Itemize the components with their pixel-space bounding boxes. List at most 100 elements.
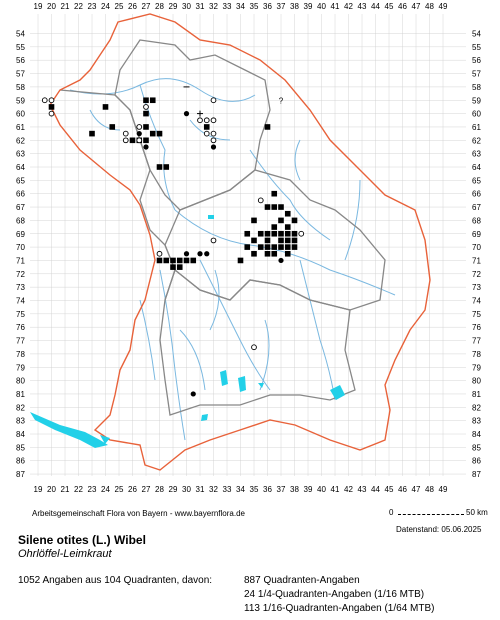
y-label-left: 81 bbox=[16, 390, 25, 399]
record-square-marker bbox=[237, 257, 244, 264]
record-square-marker bbox=[48, 104, 55, 110]
record-square-marker bbox=[291, 230, 298, 237]
record-square-marker bbox=[251, 217, 257, 224]
grid-x-labels-top: 19 20 21 22 23 24 25 26 27 28 29 30 31 32 33 34 35 36 37 38… bbox=[34, 2, 448, 11]
record-dot-marker bbox=[190, 391, 196, 397]
y-label-right: 69 bbox=[472, 230, 481, 239]
state-border bbox=[49, 13, 431, 471]
x-label-bottom: 41 bbox=[331, 485, 340, 494]
record-circle-marker bbox=[156, 250, 163, 257]
record-square-marker bbox=[244, 244, 251, 250]
lakes bbox=[30, 215, 345, 448]
record-circle-marker bbox=[210, 137, 217, 144]
x-label-top: 38 bbox=[290, 2, 299, 11]
x-label-bottom: 29 bbox=[169, 485, 178, 494]
record-square-marker bbox=[264, 124, 271, 130]
record-dot-marker bbox=[210, 144, 217, 150]
y-label-right: 60 bbox=[472, 110, 481, 119]
y-label-right: 59 bbox=[472, 96, 481, 105]
record-dot-marker bbox=[197, 251, 203, 257]
record-square-marker bbox=[278, 230, 284, 237]
record-square-marker bbox=[156, 164, 163, 170]
record-dot-marker bbox=[136, 131, 142, 137]
x-label-bottom: 24 bbox=[101, 485, 110, 494]
x-label-bottom: 30 bbox=[182, 485, 191, 494]
x-label-top: 46 bbox=[398, 2, 407, 11]
record-square-marker bbox=[163, 257, 170, 264]
record-square-marker bbox=[143, 124, 149, 130]
record-square-marker bbox=[271, 204, 278, 210]
record-circle-marker bbox=[48, 110, 55, 117]
record-square-marker bbox=[251, 237, 257, 244]
y-label-right: 83 bbox=[472, 417, 481, 426]
y-label-right: 70 bbox=[472, 243, 481, 252]
district-boundary-south bbox=[159, 268, 356, 416]
record-square-marker bbox=[278, 217, 284, 224]
y-label-left: 75 bbox=[16, 310, 25, 319]
grid-y-labels-left: 54 55 56 57 58 59 60 61 62 63 64 65 66 67 68 69 70 71 72 73… bbox=[16, 30, 25, 480]
x-label-bottom: 21 bbox=[61, 485, 70, 494]
record-square-marker bbox=[149, 97, 156, 104]
y-label-right: 79 bbox=[472, 363, 481, 372]
record-circle-marker bbox=[298, 230, 305, 237]
record-square-marker bbox=[203, 124, 210, 130]
x-label-top: 19 bbox=[34, 2, 43, 11]
x-label-top: 28 bbox=[155, 2, 164, 11]
record-question-marker: ? bbox=[279, 96, 284, 105]
species-title: Silene otites (L.) Wibel bbox=[18, 533, 146, 547]
y-label-right: 67 bbox=[472, 203, 481, 212]
record-square-marker bbox=[278, 237, 284, 244]
record-circle-marker bbox=[203, 117, 210, 124]
record-square-marker bbox=[183, 257, 190, 264]
record-square-marker bbox=[244, 230, 251, 237]
y-label-left: 63 bbox=[16, 150, 25, 159]
record-square-marker bbox=[264, 204, 271, 210]
x-label-top: 33 bbox=[223, 2, 232, 11]
credit-line: Arbeitsgemeinschaft Flora von Bayern - w… bbox=[32, 509, 245, 518]
y-label-right: 57 bbox=[472, 70, 481, 79]
y-label-right: 61 bbox=[472, 123, 481, 132]
species-common-name: Ohrlöffel-Leimkraut bbox=[18, 548, 112, 560]
y-label-left: 62 bbox=[16, 136, 25, 145]
record-circle-marker bbox=[122, 137, 129, 144]
y-label-right: 58 bbox=[472, 83, 481, 92]
record-square-marker bbox=[257, 230, 264, 237]
record-square-marker bbox=[264, 250, 271, 257]
x-label-bottom: 42 bbox=[344, 485, 353, 494]
y-label-right: 63 bbox=[472, 150, 481, 159]
x-label-top: 48 bbox=[425, 2, 434, 11]
y-label-right: 54 bbox=[472, 30, 481, 39]
record-square-marker bbox=[176, 257, 183, 264]
record-square-marker bbox=[278, 244, 284, 250]
x-label-bottom: 25 bbox=[115, 485, 124, 494]
record-circle-marker bbox=[210, 237, 217, 244]
record-square-marker bbox=[251, 250, 257, 257]
record-circle-marker bbox=[257, 197, 264, 204]
x-label-bottom: 35 bbox=[250, 485, 259, 494]
y-label-right: 81 bbox=[472, 390, 481, 399]
x-label-top: 21 bbox=[61, 2, 70, 11]
scale-zero-label: 0 bbox=[389, 508, 394, 517]
distribution-map: 19 20 21 22 23 24 25 26 27 28 29 30 31 32 33 34 35 36 37 38… bbox=[16, 2, 481, 494]
y-label-right: 87 bbox=[472, 470, 481, 479]
x-label-top: 20 bbox=[47, 2, 56, 11]
record-square-marker bbox=[176, 264, 183, 270]
records-summary: 1052 Angaben aus 104 Quadranten, davon: bbox=[18, 575, 213, 586]
y-label-right: 56 bbox=[472, 56, 481, 65]
y-label-left: 73 bbox=[16, 283, 25, 292]
y-label-right: 68 bbox=[472, 216, 481, 225]
record-dot-marker bbox=[183, 111, 190, 117]
record-square-marker bbox=[271, 244, 278, 250]
x-label-top: 34 bbox=[236, 2, 245, 11]
y-label-left: 64 bbox=[16, 163, 25, 172]
x-label-top: 36 bbox=[263, 2, 272, 11]
record-circle-marker bbox=[203, 130, 210, 137]
x-label-top: 40 bbox=[317, 2, 326, 11]
record-circle-marker bbox=[251, 344, 257, 351]
x-label-bottom: 32 bbox=[209, 485, 218, 494]
district-boundary-northwest bbox=[59, 89, 176, 301]
record-dot-marker bbox=[183, 251, 190, 257]
scale-bar bbox=[398, 514, 464, 516]
y-label-left: 74 bbox=[16, 297, 25, 306]
y-label-right: 74 bbox=[472, 297, 481, 306]
